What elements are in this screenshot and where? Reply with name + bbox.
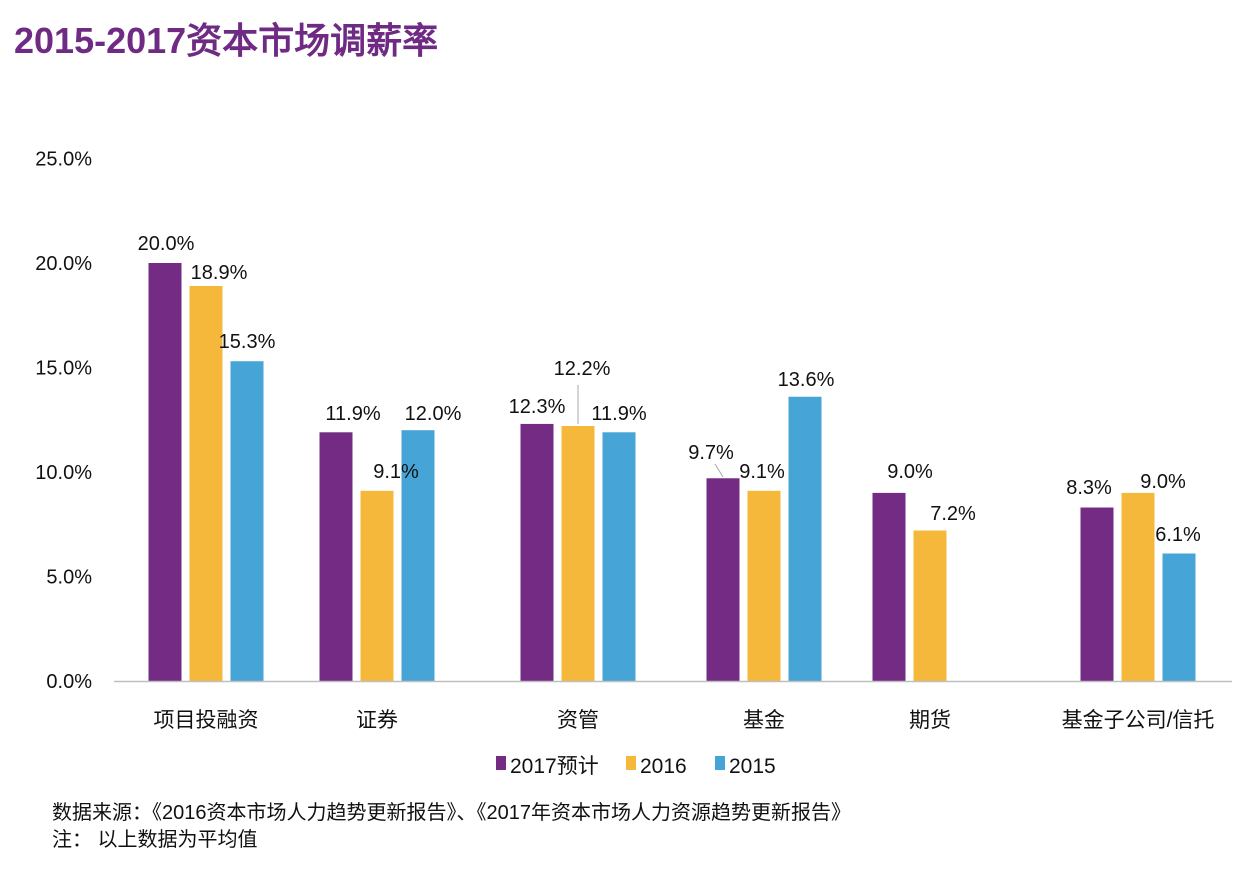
bar-基金-2015 [788,396,822,681]
legend-swatch [626,756,636,770]
data-label: 11.9% [325,403,380,425]
data-label: 12.3% [509,396,566,418]
y-tick-label: 0.0% [46,671,92,693]
legend-swatch [715,756,725,770]
bar-证券-2015 [401,430,435,681]
data-label: 6.1% [1155,524,1201,546]
bar-基金-2017预计 [706,478,740,681]
data-label: 9.7% [688,442,734,464]
bar-基金子公司/信托-2016 [1121,492,1155,681]
legend-label: 2017预计 [510,755,599,778]
x-tick-label: 基金 [743,709,785,732]
y-tick-label: 20.0% [35,253,92,275]
data-label: 20.0% [138,233,195,255]
bar-基金子公司/信托-2017预计 [1080,507,1114,681]
bar-资管-2017预计 [520,423,554,681]
x-tick-label: 基金子公司/信托 [1062,709,1215,732]
bar-项目投融资-2015 [230,361,264,681]
bar-期货-2017预计 [872,492,906,681]
bar-基金子公司/信托-2015 [1162,553,1196,681]
x-tick-label: 期货 [909,709,951,732]
bar-项目投融资-2017预计 [148,263,182,681]
leader-line [714,463,724,478]
data-label: 12.2% [554,358,611,380]
y-tick-label: 5.0% [46,567,92,589]
x-tick-label: 证券 [356,709,398,732]
legend-label: 2015 [729,755,776,778]
source-note: 数据来源：《2016资本市场人力趋势更新报告》、《2017年资本市场人力资源趋势… [52,802,851,824]
legend: 2017预计 2016 2015 [496,755,776,778]
data-label: 8.3% [1066,477,1112,499]
x-tick-label: 项目投融资 [154,709,259,732]
bar-资管-2015 [602,432,636,681]
data-label: 9.1% [373,461,419,483]
bars [148,263,1196,681]
data-label: 9.0% [887,461,933,483]
bar-证券-2017预计 [319,432,353,681]
bar-期货-2016 [913,530,947,681]
data-label: 7.2% [930,503,976,525]
data-label: 9.1% [739,461,785,483]
bar-证券-2016 [360,490,394,681]
footer: 数据来源：《2016资本市场人力趋势更新报告》、《2017年资本市场人力资源趋势… [52,800,851,854]
data-label: 18.9% [191,262,248,284]
bar-项目投融资-2016 [189,285,223,681]
y-tick-label: 10.0% [35,462,92,484]
legend-label: 2016 [640,755,687,778]
data-label: 11.9% [591,403,646,425]
data-label: 13.6% [778,369,835,391]
y-tick-label: 15.0% [35,358,92,380]
data-label: 9.0% [1140,471,1186,493]
average-note: 注： 以上数据为平均值 [52,829,258,851]
data-labels: 20.0% 18.9% 15.3% 11.9% 9.1% 12.0% 12.3% 12.2% 1… [138,233,1201,546]
x-tick-label: 资管 [557,709,599,732]
y-tick-label: 25.0% [35,149,92,171]
x-axis-tick-labels: 项目投融资 证券 资管 基金 期货 基金子公司/信托 [154,709,1215,732]
data-label: 12.0% [405,403,462,425]
legend-swatch [496,756,506,770]
chart-title: 2015-2017资本市场调薪率 [14,20,439,61]
bar-基金-2016 [747,490,781,681]
leader-lines [577,385,724,478]
data-label: 15.3% [219,331,276,353]
bar-资管-2016 [561,426,595,681]
y-axis: 0.0% 5.0% 10.0% 15.0% 20.0% 25.0% [35,149,92,694]
